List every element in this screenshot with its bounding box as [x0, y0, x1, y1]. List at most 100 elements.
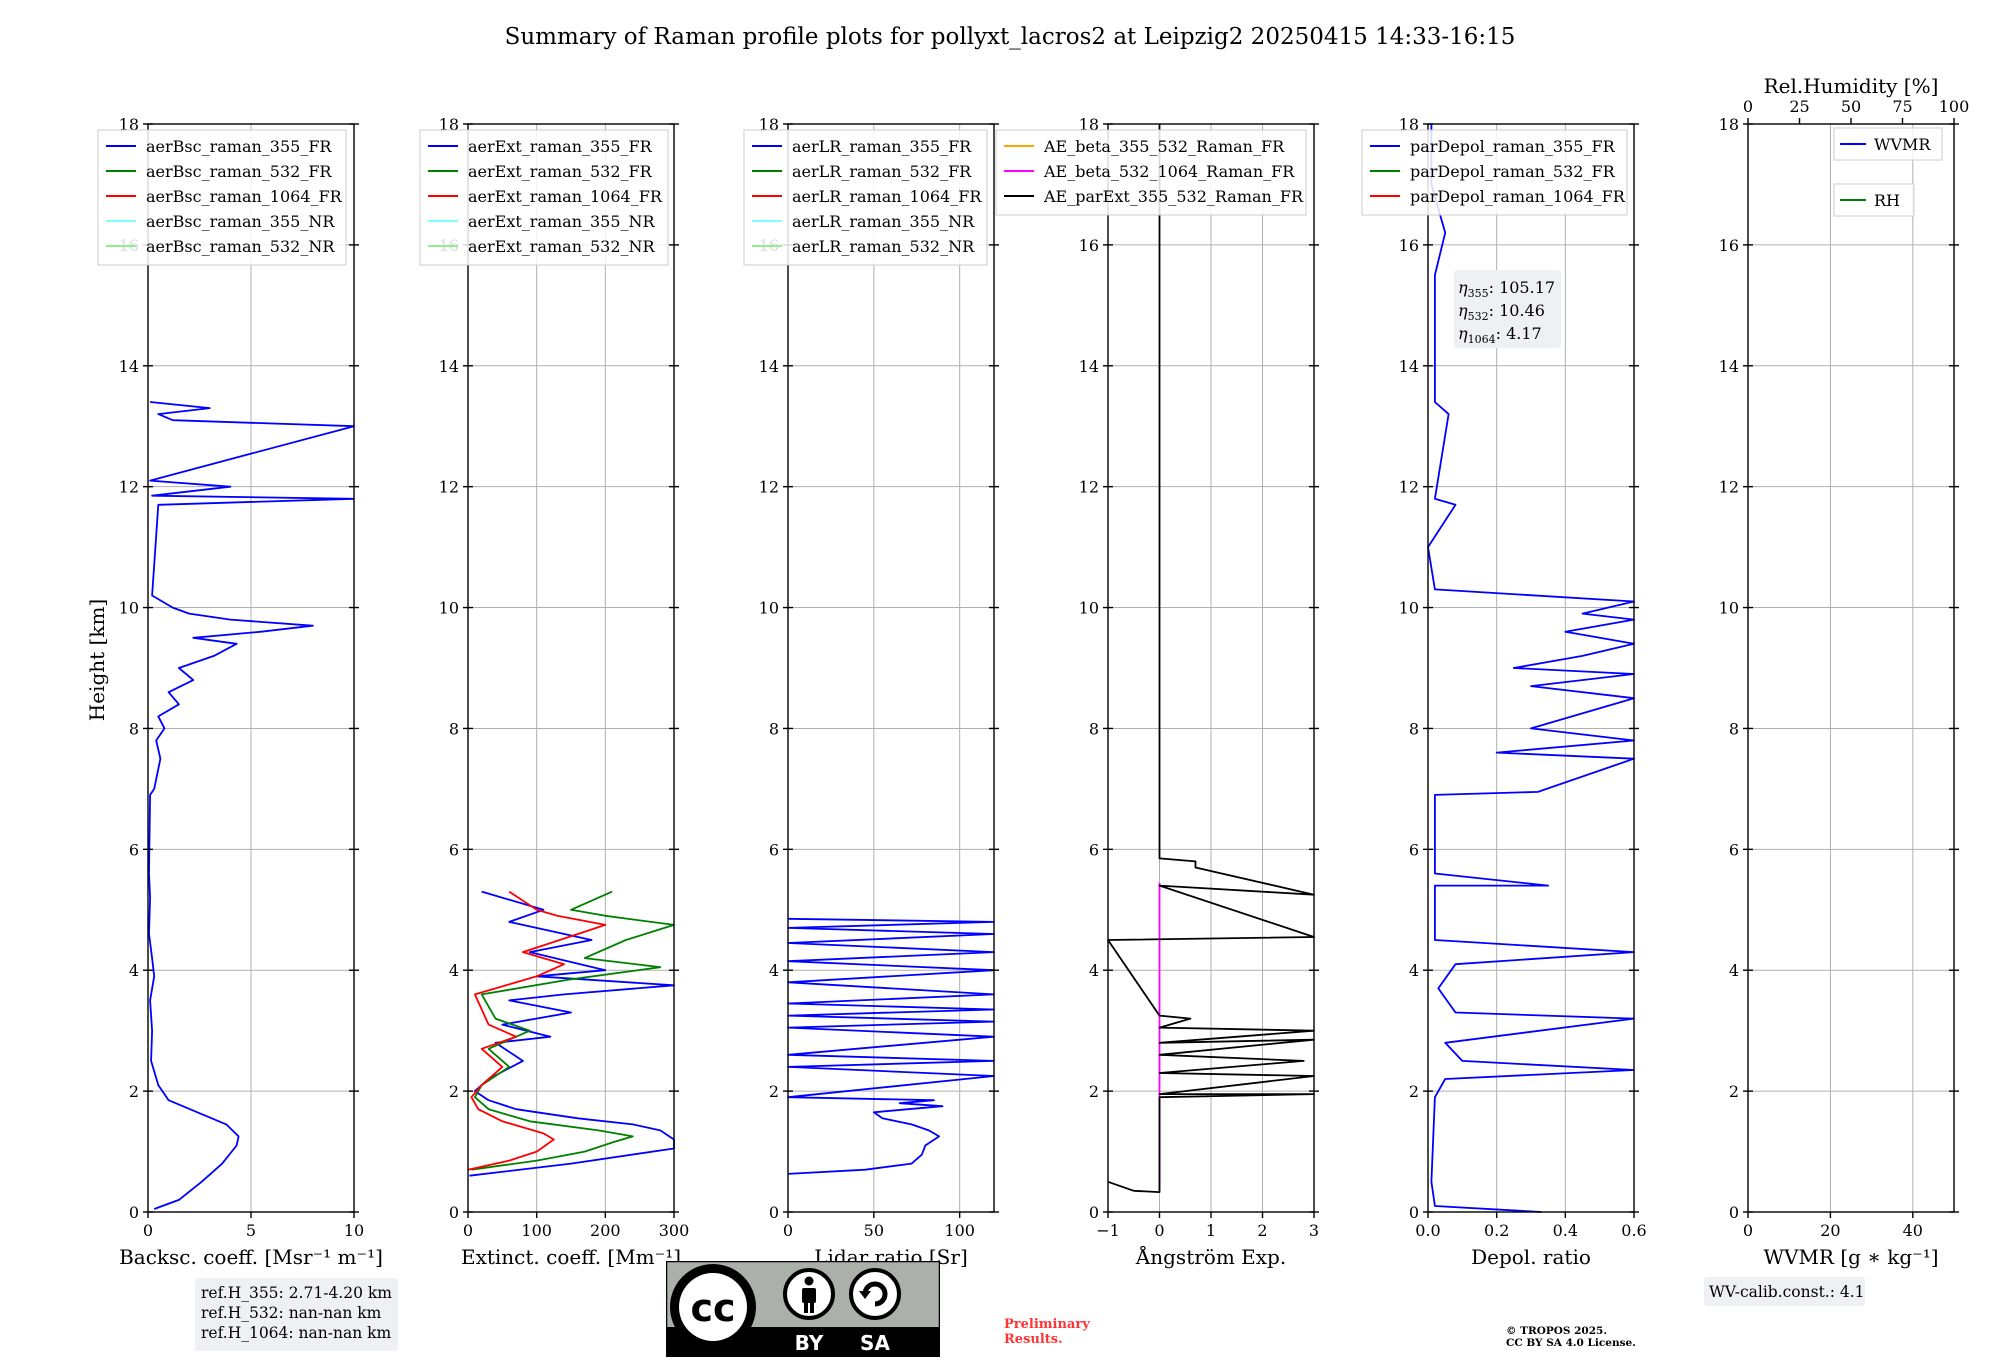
- y-tick-label: 14: [1719, 357, 1739, 376]
- x-tick-label: 0: [463, 1221, 473, 1240]
- eta-355: η355: 105.17: [1458, 278, 1555, 300]
- legend-box: [1361, 129, 1628, 216]
- y-tick-label: 10: [119, 599, 139, 618]
- legend-label: WVMR: [1874, 135, 1931, 154]
- y-tick-label: 12: [439, 478, 459, 497]
- y-tick-label: 18: [759, 115, 779, 134]
- y-tick-label: 0: [769, 1203, 779, 1222]
- y-tick-label: 14: [1079, 357, 1099, 376]
- legend-label: aerExt_raman_532_NR: [468, 237, 656, 256]
- x-tick-label: 3: [1309, 1221, 1319, 1240]
- x2-tick-label: 100: [1939, 97, 1970, 116]
- x2-tick-label: 75: [1892, 97, 1912, 116]
- x-tick-label: 20: [1820, 1221, 1840, 1240]
- y-tick-label: 8: [1089, 719, 1099, 738]
- y-tick-label: 10: [1399, 599, 1419, 618]
- x-axis-label: Ångström Exp.: [1135, 1244, 1286, 1269]
- y-tick-label: 12: [1399, 478, 1419, 497]
- y-tick-label: 0: [1729, 1203, 1739, 1222]
- legend-label: aerExt_raman_532_FR: [468, 162, 653, 181]
- x-tick-label: 40: [1903, 1221, 1923, 1240]
- wv-calibration-box: [1704, 1277, 1865, 1306]
- x-tick-label: 0: [1154, 1221, 1164, 1240]
- legend-box: [97, 129, 347, 266]
- y-tick-label: 18: [1399, 115, 1419, 134]
- x-tick-label: 0.0: [1415, 1221, 1440, 1240]
- y-tick-label: 16: [1399, 236, 1419, 255]
- y-tick-label: 12: [1719, 478, 1739, 497]
- x-tick-label: 0.2: [1484, 1221, 1509, 1240]
- x-tick-label: 10: [344, 1221, 364, 1240]
- y-tick-label: 14: [439, 357, 459, 376]
- x-tick-label: −1: [1096, 1221, 1120, 1240]
- y-tick-label: 10: [759, 599, 779, 618]
- x-tick-label: 50: [864, 1221, 884, 1240]
- legend-label: RH: [1874, 191, 1900, 210]
- badge-sa-label: SA: [860, 1331, 890, 1355]
- y-tick-label: 6: [769, 840, 779, 859]
- y-tick-label: 12: [1079, 478, 1099, 497]
- series-line-AE_parExt_355_532_Raman_FR: [1107, 124, 1315, 1193]
- eta-532: η532: 10.46: [1458, 301, 1545, 323]
- y-tick-label: 6: [449, 840, 459, 859]
- plot-frame: [787, 123, 995, 1213]
- legend-label: AE_beta_532_1064_Raman_FR: [1043, 162, 1295, 181]
- x-tick-label: 0: [1743, 1221, 1753, 1240]
- x-tick-label: 0: [783, 1221, 793, 1240]
- legend-box: [995, 129, 1307, 216]
- svg-text:cc: cc: [690, 1286, 735, 1330]
- y-tick-label: 4: [449, 961, 459, 980]
- x-tick-label: 5: [246, 1221, 256, 1240]
- x-tick-label: 0.4: [1553, 1221, 1578, 1240]
- y-tick-label: 6: [1729, 840, 1739, 859]
- y-tick-label: 2: [1409, 1082, 1419, 1101]
- y-tick-label: 2: [1089, 1082, 1099, 1101]
- share-alike-icon: [849, 1268, 901, 1320]
- x-axis-label: Depol. ratio: [1471, 1245, 1591, 1269]
- legend-label: aerBsc_raman_355_FR: [146, 137, 332, 156]
- y-tick-label: 18: [119, 115, 139, 134]
- preliminary-results-line2: Results.: [1004, 1332, 1063, 1347]
- series-line-aerBsc_raman_355_FR: [148, 401, 355, 1210]
- y-tick-label: 14: [1399, 357, 1419, 376]
- y-tick-label: 10: [439, 599, 459, 618]
- y-tick-label: 6: [1409, 840, 1419, 859]
- legend-box: [1833, 183, 1915, 217]
- legend-label: aerLR_raman_1064_FR: [792, 187, 982, 206]
- legend-label: parDepol_raman_1064_FR: [1410, 187, 1626, 206]
- plot-frame: [1427, 123, 1635, 1213]
- x-tick-label: 100: [521, 1221, 552, 1240]
- legend-label: aerLR_raman_532_NR: [792, 237, 975, 256]
- y-tick-label: 18: [439, 115, 459, 134]
- y-tick-label: 12: [759, 478, 779, 497]
- legend-label: aerLR_raman_532_FR: [792, 162, 972, 181]
- plot-frame: [467, 123, 675, 1213]
- reference-height-box: [195, 1278, 398, 1351]
- x-axis-label: Extinct. coeff. [Mm⁻¹]: [461, 1245, 681, 1269]
- legend-label: aerBsc_raman_532_FR: [146, 162, 332, 181]
- y-tick-label: 14: [759, 357, 779, 376]
- plot-panels: 0246810121416180510Backsc. coeff. [Msr⁻¹…: [97, 74, 1970, 1269]
- y-tick-label: 10: [1719, 599, 1739, 618]
- y-tick-label: 12: [119, 478, 139, 497]
- x-axis-label: WVMR [g ∗ kg⁻¹]: [1763, 1245, 1938, 1269]
- y-tick-label: 4: [1089, 961, 1099, 980]
- copyright-line2: CC BY SA 4.0 License.: [1506, 1337, 1636, 1349]
- y-tick-label: 4: [1729, 961, 1739, 980]
- annotations: ref.H_355: 2.71-4.20 km ref.H_532: nan-n…: [195, 270, 1865, 1351]
- legend-label: aerLR_raman_355_FR: [792, 137, 972, 156]
- y-tick-label: 8: [769, 719, 779, 738]
- x-tick-label: 100: [944, 1221, 975, 1240]
- y-tick-label: 16: [1079, 236, 1099, 255]
- eta-calibration-box: [1454, 270, 1561, 348]
- panel-2: 0246810121416180100200300Extinct. coeff.…: [419, 115, 690, 1269]
- series-line-aerExt_raman_532_FR: [471, 890, 675, 1171]
- y-tick-label: 4: [129, 961, 139, 980]
- y-tick-label: 2: [129, 1082, 139, 1101]
- legend-label: aerExt_raman_355_NR: [468, 212, 656, 231]
- y-tick-label: 16: [1719, 236, 1739, 255]
- plot-frame: [1747, 123, 1955, 1213]
- cc-by-sa-license-badge: cc BY SA: [666, 1261, 940, 1357]
- y-tick-label: 8: [1409, 719, 1419, 738]
- x-tick-label: 300: [659, 1221, 690, 1240]
